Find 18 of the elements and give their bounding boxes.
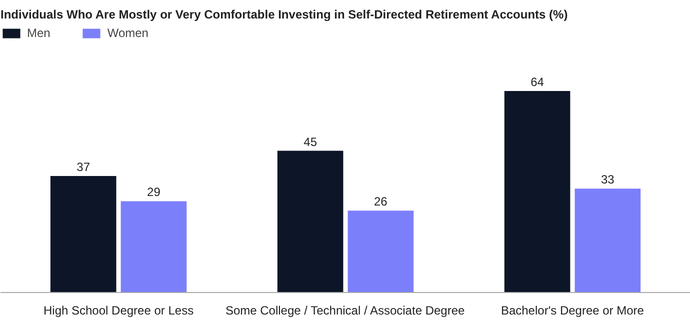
data-label: 26 xyxy=(374,194,388,209)
bar xyxy=(277,150,344,292)
data-label: 45 xyxy=(304,134,318,149)
data-label: 33 xyxy=(600,172,615,187)
data-label: 64 xyxy=(530,74,544,89)
bar xyxy=(50,176,116,292)
x-tick-label: Some College / Technical / Associate Degree xyxy=(225,304,466,318)
legend-label: Men xyxy=(27,26,50,40)
data-label: 37 xyxy=(76,160,90,174)
x-tick-label: Bachelor's Degree or More xyxy=(500,304,644,318)
chart-title: Individuals Who Are Mostly or Very Comfortable Investing in Self-Directed Retirement Accounts (%) xyxy=(0,8,568,22)
x-tick-label: High School Degree or Less xyxy=(43,304,194,318)
data-label: 29 xyxy=(147,185,161,200)
legend-label: Women xyxy=(107,26,148,40)
bar xyxy=(504,90,570,292)
bar xyxy=(120,201,187,292)
bar xyxy=(348,210,414,292)
bar xyxy=(574,188,641,292)
